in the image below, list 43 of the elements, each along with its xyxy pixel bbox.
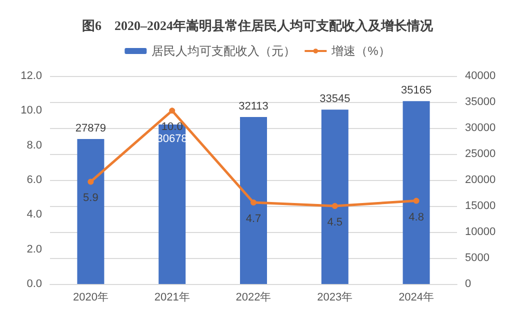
data-label: 5.9	[83, 192, 98, 204]
y-tick-label: 8.0	[26, 139, 42, 152]
data-label: 33545	[320, 93, 350, 106]
x-tick-label: 2020年	[72, 292, 108, 304]
x-tick-label: 2024年	[398, 292, 434, 304]
bar	[402, 101, 430, 284]
legend-label: 居民人均可支配收入（元）	[152, 44, 296, 58]
y-tick-label: 4.0	[26, 208, 42, 221]
bar	[158, 124, 186, 284]
x-tick-label: 2022年	[236, 292, 272, 304]
point	[250, 200, 256, 206]
y2-tick-label: 15000	[465, 200, 496, 212]
y-tick-label: 10.0	[20, 104, 42, 117]
y2-tick-label: 5000	[465, 252, 490, 264]
point	[169, 108, 176, 114]
y2-tick-label: 35000	[465, 96, 496, 108]
bar	[77, 139, 104, 284]
point	[332, 203, 338, 209]
y-tick-label: 6.0	[26, 174, 42, 186]
bar	[321, 110, 348, 284]
y-tick-label: 12.0	[20, 70, 42, 82]
y2-tick-label: 30000	[465, 122, 496, 134]
bar	[240, 117, 267, 284]
y2-tick-label: 20000	[465, 174, 496, 186]
data-label: 10.0	[161, 121, 183, 134]
y2-tick-label: 40000	[465, 70, 496, 82]
chart-title: 图6 2020–2024年嵩明县常住居民人均可支配收入及增长情况	[82, 18, 434, 33]
point	[413, 198, 420, 204]
x-tick-label: 2023年	[317, 292, 353, 304]
data-label: 4.8	[408, 211, 424, 224]
data-label: 4.5	[327, 216, 343, 228]
y2-tick-label: 10000	[465, 226, 496, 238]
point	[88, 178, 94, 185]
data-label: 35165	[401, 84, 432, 97]
y-tick-label: 2.0	[26, 243, 42, 256]
y2-tick-label: 0	[465, 278, 472, 290]
y2-tick-label: 25000	[465, 148, 496, 160]
data-label: 32113	[238, 100, 268, 113]
x-tick-label: 2021年	[154, 292, 190, 304]
legend-label: 增速（%）	[330, 44, 390, 58]
data-label: 27879	[75, 122, 106, 135]
data-label: 4.7	[246, 213, 262, 226]
y-tick-label: 0.0	[26, 278, 42, 290]
